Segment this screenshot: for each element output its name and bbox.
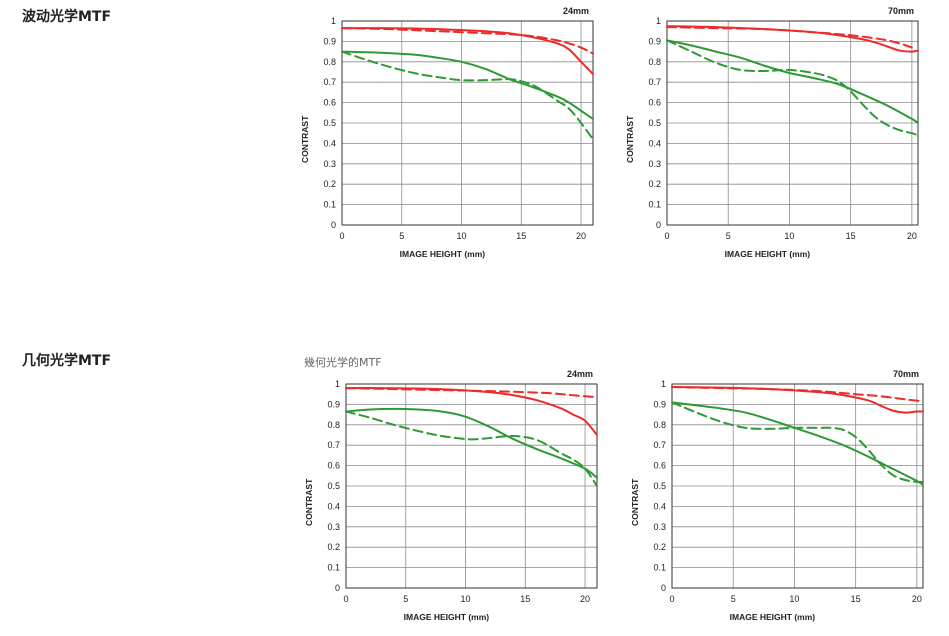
y-tick-label: 0.2	[323, 179, 336, 189]
y-tick-label: 0.7	[648, 77, 661, 87]
x-tick-label: 15	[516, 231, 526, 241]
x-tick-label: 5	[399, 231, 404, 241]
y-tick-label: 0.5	[323, 118, 336, 128]
x-tick-label: 5	[403, 594, 408, 604]
y-tick-label: 0	[661, 583, 666, 593]
series-red-dashed-line	[345, 387, 598, 399]
x-tick-label: 0	[669, 594, 674, 604]
y-tick-label: 0.2	[653, 542, 666, 552]
x-tick-label: 10	[789, 594, 799, 604]
series-green-solid-line	[345, 407, 598, 479]
x-axis-label: IMAGE HEIGHT (mm)	[400, 249, 486, 259]
y-tick-label: 1	[661, 379, 666, 389]
x-tick-label: 10	[784, 231, 794, 241]
x-tick-label: 15	[851, 594, 861, 604]
series-red-dashed-line	[341, 27, 594, 55]
chart-title: 24mm	[563, 6, 589, 16]
y-axis-label: CONTRAST	[300, 115, 310, 163]
plot-frame	[341, 20, 594, 226]
y-tick-label: 0.6	[653, 461, 666, 471]
x-tick-label: 0	[664, 231, 669, 241]
y-tick-label: 0.8	[653, 420, 666, 430]
y-tick-label: 0.1	[653, 563, 666, 573]
y-tick-label: 0.2	[327, 542, 340, 552]
y-tick-label: 0.8	[327, 420, 340, 430]
y-tick-label: 0.3	[648, 159, 661, 169]
y-tick-label: 0.1	[648, 200, 661, 210]
x-axis-label: IMAGE HEIGHT (mm)	[725, 249, 811, 259]
x-tick-label: 10	[461, 594, 471, 604]
x-tick-label: 5	[731, 594, 736, 604]
y-tick-label: 0.9	[323, 36, 336, 46]
y-tick-label: 0.7	[653, 440, 666, 450]
y-tick-label: 0.5	[648, 118, 661, 128]
x-axis-label: IMAGE HEIGHT (mm)	[730, 612, 816, 622]
series-green-dashed-line	[666, 39, 919, 137]
series-green-dashed-line	[671, 401, 924, 484]
y-tick-label: 0.4	[327, 501, 340, 511]
plot-frame	[671, 383, 924, 589]
y-tick-label: 1	[656, 16, 661, 26]
x-axis-label: IMAGE HEIGHT (mm)	[404, 612, 490, 622]
y-tick-label: 0.9	[648, 36, 661, 46]
chart-caption: 幾何光学的MTF	[304, 356, 382, 369]
y-tick-label: 0.5	[653, 481, 666, 491]
x-tick-label: 0	[343, 594, 348, 604]
y-tick-label: 0.8	[648, 57, 661, 67]
y-tick-label: 0.4	[323, 138, 336, 148]
x-tick-label: 20	[580, 594, 590, 604]
y-tick-label: 0.3	[323, 159, 336, 169]
y-tick-label: 0.3	[327, 522, 340, 532]
series-red-dashed-line	[671, 386, 924, 403]
section-title-wave-optics: 波动光学MTF	[22, 9, 112, 25]
y-tick-label: 0.4	[653, 501, 666, 511]
series-green-solid-line	[671, 401, 924, 486]
y-tick-label: 0.6	[327, 461, 340, 471]
series-red-solid-line	[341, 27, 594, 76]
chart-title: 24mm	[567, 369, 593, 379]
series-red-solid-line	[345, 387, 598, 436]
y-tick-label: 0.1	[327, 563, 340, 573]
section-title-geometric-optics: 几何光学MTF	[22, 353, 112, 369]
y-tick-label: 0.9	[327, 399, 340, 409]
y-tick-label: 0.5	[327, 481, 340, 491]
x-tick-label: 20	[907, 231, 917, 241]
y-axis-label: CONTRAST	[630, 478, 640, 526]
x-tick-label: 15	[846, 231, 856, 241]
y-tick-label: 0.9	[653, 399, 666, 409]
y-tick-label: 0.1	[323, 200, 336, 210]
y-tick-label: 0.7	[323, 77, 336, 87]
y-tick-label: 0	[656, 220, 661, 230]
x-tick-label: 10	[457, 231, 467, 241]
y-tick-label: 0.7	[327, 440, 340, 450]
y-tick-label: 0	[331, 220, 336, 230]
x-tick-label: 20	[912, 594, 922, 604]
x-tick-label: 5	[726, 231, 731, 241]
x-tick-label: 15	[520, 594, 530, 604]
series-green-solid-line	[341, 50, 594, 120]
y-tick-label: 0.6	[648, 98, 661, 108]
y-tick-label: 0.2	[648, 179, 661, 189]
chart-title: 70mm	[888, 6, 914, 16]
y-tick-label: 1	[335, 379, 340, 389]
series-red-dashed-line	[666, 26, 913, 49]
y-tick-label: 1	[331, 16, 336, 26]
y-tick-label: 0	[335, 583, 340, 593]
y-tick-label: 0.8	[323, 57, 336, 67]
y-tick-label: 0.4	[648, 138, 661, 148]
series-green-solid-line	[666, 39, 919, 124]
series-green-dashed-line	[345, 410, 598, 487]
y-axis-label: CONTRAST	[304, 478, 314, 526]
chart-title: 70mm	[893, 369, 919, 379]
y-axis-label: CONTRAST	[625, 115, 635, 163]
y-tick-label: 0.3	[653, 522, 666, 532]
x-tick-label: 0	[339, 231, 344, 241]
series-green-dashed-line	[341, 50, 594, 141]
x-tick-label: 20	[576, 231, 586, 241]
y-tick-label: 0.6	[323, 98, 336, 108]
